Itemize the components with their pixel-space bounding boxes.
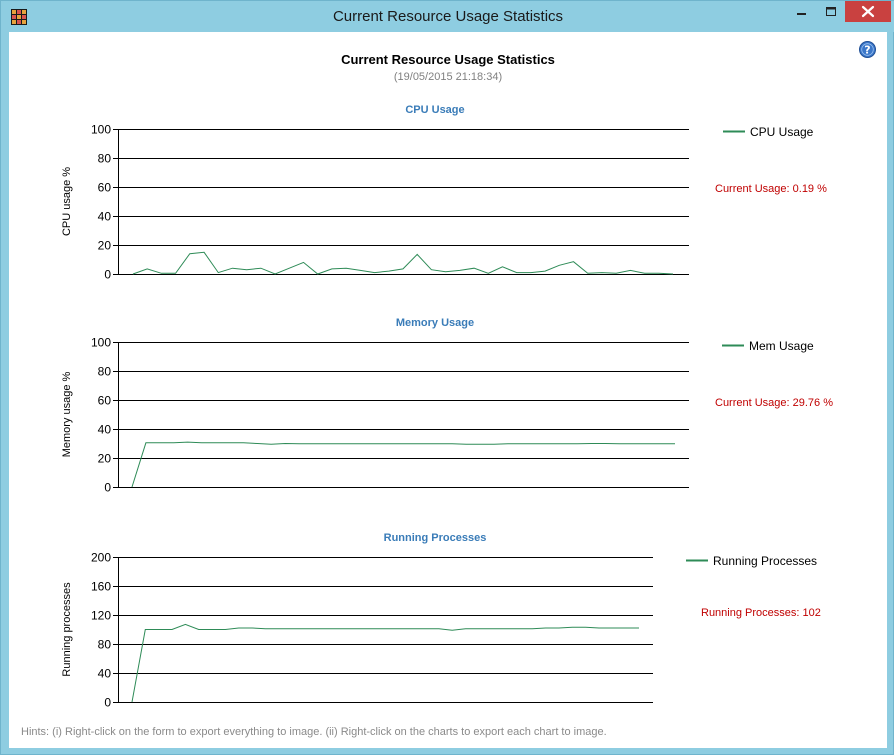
- series-line: [131, 441, 675, 488]
- close-button[interactable]: [845, 1, 891, 22]
- y-tick-label: 60: [98, 394, 112, 408]
- legend-label: Mem Usage: [749, 339, 814, 353]
- chart-title: Memory Usage: [396, 317, 474, 329]
- grid-app-icon[interactable]: [11, 9, 27, 25]
- y-axis-label: Running processes: [61, 582, 73, 677]
- y-tick-label: 40: [98, 667, 112, 681]
- y-axis-label: Memory usage %: [61, 371, 73, 457]
- minimize-icon[interactable]: [787, 1, 817, 22]
- chart-title: Running Processes: [384, 532, 487, 544]
- current-value-label: Current Usage: 29.76 %: [715, 397, 833, 409]
- y-tick-label: 40: [98, 423, 112, 437]
- y-tick-label: 120: [91, 609, 111, 623]
- cpu-usage-chart[interactable]: CPU Usage 0 20 40 60 80 100 CPU usage % CPU Usag…: [9, 96, 887, 296]
- y-tick-label: 160: [91, 580, 111, 594]
- y-tick-label: 80: [98, 365, 112, 379]
- y-tick-label: 40: [98, 210, 112, 224]
- y-tick-label: 80: [98, 152, 112, 166]
- chart-svg: Memory Usage 0 20 40 60 80 100 Memory usage % Me…: [61, 317, 833, 495]
- legend-label: Running Processes: [713, 554, 817, 568]
- series-line: [131, 623, 639, 703]
- y-tick-label: 0: [104, 696, 111, 710]
- series-line: [132, 251, 674, 275]
- hint-text: Hints: (i) Right-click on the form to ex…: [21, 726, 607, 738]
- legend-label: CPU Usage: [750, 125, 814, 139]
- chart-svg: CPU Usage 0 20 40 60 80 100 CPU usage % CPU Usag…: [61, 104, 827, 282]
- y-tick-label: 80: [98, 638, 112, 652]
- form-client-area[interactable]: ? Current Resource Usage Statistics (19/…: [9, 32, 887, 748]
- report-title: Current Resource Usage Statistics: [341, 52, 555, 67]
- maximize-icon[interactable]: [817, 1, 845, 22]
- y-tick-label: 60: [98, 181, 112, 195]
- title-bar[interactable]: Current Resource Usage Statistics: [1, 1, 894, 32]
- window-title: Current Resource Usage Statistics: [332, 8, 564, 25]
- report-timestamp: (19/05/2015 21:18:34): [393, 71, 503, 83]
- current-value-label: Current Usage: 0.19 %: [715, 183, 827, 195]
- chart-title: CPU Usage: [405, 104, 464, 116]
- current-value-label: Running Processes: 102: [701, 607, 821, 619]
- y-tick-label: 100: [91, 123, 111, 137]
- y-axis-label: CPU usage %: [61, 167, 73, 236]
- y-tick-label: 0: [104, 481, 111, 495]
- y-tick-label: 200: [91, 551, 111, 565]
- running-processes-chart[interactable]: Running Processes 0 40 80 120 160 200 Running p…: [9, 525, 887, 725]
- y-tick-label: 0: [104, 268, 111, 282]
- y-tick-label: 20: [98, 239, 112, 253]
- close-icon: [861, 5, 875, 18]
- svg-text:?: ?: [864, 44, 870, 57]
- y-tick-label: 100: [91, 336, 111, 350]
- chart-svg: Running Processes 0 40 80 120 160 200 Running p…: [61, 532, 821, 710]
- y-tick-label: 20: [98, 452, 112, 466]
- question-icon[interactable]: ?: [859, 41, 876, 58]
- memory-usage-chart[interactable]: Memory Usage 0 20 40 60 80 100 Memory usage % Me…: [9, 310, 887, 510]
